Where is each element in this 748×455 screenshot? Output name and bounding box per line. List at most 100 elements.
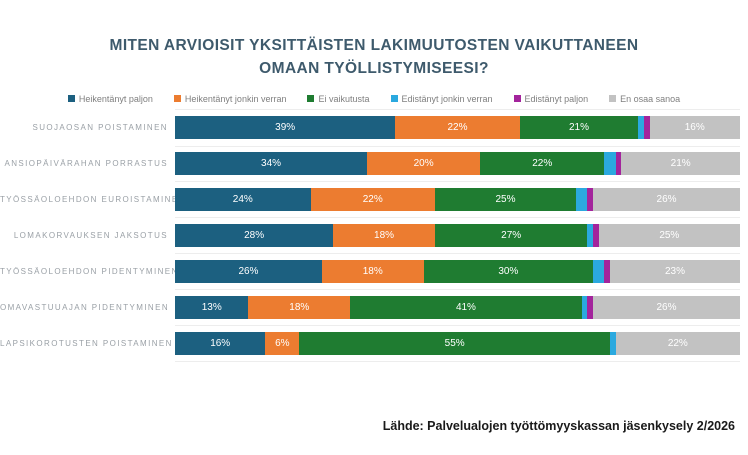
legend-label: Edistänyt jonkin verran (401, 93, 493, 104)
bar-segment (576, 187, 588, 211)
bar-segment: 21% (621, 151, 740, 175)
bar-segment: 18% (321, 259, 424, 283)
bar-segment: 18% (333, 223, 435, 247)
segment-value-label: 26% (656, 193, 677, 205)
bar-segment: 20% (367, 151, 481, 175)
legend-item: Edistänyt paljon (513, 93, 589, 104)
bar-segment: 39% (175, 116, 396, 139)
legend-item: Edistänyt jonkin verran (390, 93, 493, 104)
segment-value-label: 24% (232, 193, 253, 205)
bar-segment: 6% (265, 331, 300, 355)
bar-segment (581, 295, 588, 319)
segment-value-label: 30% (498, 265, 519, 277)
segment-value-label: 25% (659, 229, 680, 241)
category-label: SUOJAOSAN POISTAMINEN (32, 123, 168, 132)
segment-value-label: 55% (444, 337, 465, 349)
bar-segment (587, 187, 594, 211)
bar-segment: 41% (350, 295, 582, 319)
segment-value-label: 20% (413, 157, 434, 169)
bar-row: LAPSIKOROTUSTEN POISTAMINEN 16% 6% 55% 22% (0, 326, 748, 362)
source-note: Lähde: Palvelualojen työttömyyskassan jä… (382, 419, 735, 433)
segment-value-label: 16% (684, 122, 705, 133)
bar-track: 26% 18% 30% 23% (175, 253, 740, 290)
legend-swatch-icon (513, 95, 521, 102)
bar-segment (587, 295, 594, 319)
bar-segment: 23% (610, 259, 740, 283)
segment-value-label: 26% (656, 301, 677, 313)
bar-segment (587, 223, 594, 247)
segment-value-label: 41% (455, 301, 476, 313)
segment-value-label: 34% (261, 157, 282, 169)
legend-label: Heikentänyt jonkin verran (184, 93, 287, 104)
bar-row: ANSIOPÄIVÄRAHAN PORRASTUS 34% 20% 22% 21% (0, 146, 748, 182)
bar-segment: 22% (615, 331, 740, 355)
bar-segment: 34% (175, 151, 368, 175)
bar-segment (604, 259, 611, 283)
segment-value-label: 22% (447, 122, 468, 133)
bar-segment: 25% (598, 223, 740, 247)
segment-value-label: 13% (201, 301, 222, 313)
segment-value-label: 18% (289, 301, 310, 313)
segment-value-label: 27% (501, 229, 522, 241)
bar-segment: 30% (423, 259, 594, 283)
category-label: LAPSIKOROTUSTEN POISTAMINEN (0, 339, 173, 348)
bar-segment: 28% (175, 223, 334, 247)
segment-value-label: 16% (210, 337, 231, 349)
legend-label: Ei vaikutusta (318, 93, 370, 104)
legend-swatch-icon (390, 95, 398, 102)
segment-value-label: 21% (568, 122, 589, 133)
segment-value-label: 22% (667, 337, 688, 349)
legend-label: Heikentänyt paljon (78, 93, 153, 104)
bar-segment: 21% (519, 116, 639, 139)
category-label: ANSIOPÄIVÄRAHAN PORRASTUS (4, 159, 168, 168)
bar-segment: 24% (175, 187, 311, 211)
bar-segment (643, 116, 650, 139)
segment-value-label: 26% (238, 265, 259, 277)
bar-row: TYÖSSÄOLOEHDON PIDENTYMINEN 26% 18% 30% 23% (0, 254, 748, 290)
bar-segment (638, 116, 644, 139)
stacked-bar-chart: SUOJAOSAN POISTAMINEN 39% 22% 21% 16% ANSIOPÄ… (0, 108, 748, 362)
stacked-bar: 16% 6% 55% 22% (175, 331, 740, 355)
segment-value-label: 22% (362, 193, 383, 205)
stacked-bar: 13% 18% 41% 26% (175, 295, 740, 319)
bar-track: 24% 22% 25% 26% (175, 181, 740, 218)
bar-segment (610, 331, 616, 355)
legend-item: En osaa sanoa (609, 94, 680, 104)
category-label: TYÖSSÄOLOEHDON EUROISTAMINEN (0, 195, 186, 204)
segment-value-label: 39% (275, 122, 296, 133)
stacked-bar: 24% 22% 25% 26% (175, 187, 740, 211)
bar-segment: 18% (248, 295, 351, 319)
bar-segment (593, 223, 599, 247)
category-label: OMAVASTUUAJAN PIDENTYMINEN (0, 303, 170, 312)
bar-track: 13% 18% 41% 26% (175, 289, 740, 326)
stacked-bar: 39% 22% 21% 16% (175, 116, 740, 139)
bar-segment (604, 151, 616, 175)
bar-segment: 16% (175, 331, 266, 355)
bar-row: LOMAKORVAUKSEN JAKSOTUS 28% 18% 27% 25% (0, 218, 748, 254)
bar-segment: 13% (175, 295, 249, 319)
legend-item: Ei vaikutusta (307, 93, 370, 104)
segment-value-label: 28% (244, 229, 265, 241)
bar-row: TYÖSSÄOLOEHDON EUROISTAMINEN 24% 22% 25% 26% (0, 182, 748, 218)
stacked-bar: 28% 18% 27% 25% (175, 223, 740, 247)
segment-value-label: 21% (670, 157, 691, 169)
bar-track: 39% 22% 21% 16% (175, 108, 740, 147)
legend-label: Edistänyt paljon (524, 93, 589, 104)
bar-segment: 22% (310, 187, 435, 211)
segment-value-label: 22% (532, 157, 553, 169)
bar-segment: 55% (299, 331, 611, 355)
category-label: TYÖSSÄOLOEHDON PIDENTYMINEN (0, 267, 179, 276)
bar-segment (615, 151, 622, 175)
bar-segment (593, 259, 605, 283)
segment-value-label: 18% (362, 265, 383, 277)
stacked-bar: 26% 18% 30% 23% (175, 259, 740, 283)
bar-track: 28% 18% 27% 25% (175, 217, 740, 254)
legend-item: Heikentänyt jonkin verran (173, 93, 287, 104)
segment-value-label: 18% (374, 229, 395, 241)
bar-segment: 16% (649, 116, 740, 139)
bar-segment: 26% (593, 295, 740, 319)
segment-value-label: 23% (664, 265, 685, 277)
bar-segment: 26% (175, 259, 322, 283)
chart-legend: Heikentänyt paljon Heikentänyt jonkin ver… (0, 94, 748, 104)
stacked-bar: 34% 20% 22% 21% (175, 151, 740, 175)
